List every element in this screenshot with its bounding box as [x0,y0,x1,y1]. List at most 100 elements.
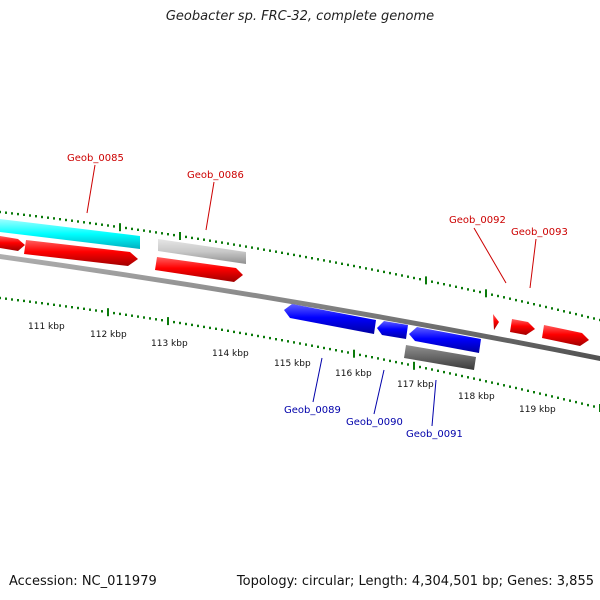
minor-tick [0,210,1,214]
minor-tick [209,326,211,330]
minor-tick [389,359,391,363]
minor-tick [383,270,385,274]
minor-tick [347,351,349,354]
minor-tick [293,253,295,257]
minor-tick [149,230,151,233]
minor-tick [323,346,325,350]
minor-tick [521,300,523,303]
label-leader-line [312,357,323,403]
minor-tick [0,296,1,300]
minor-tick [335,261,337,264]
minor-tick [527,301,529,304]
minor-tick [11,212,13,215]
minor-tick [233,243,235,246]
minor-tick [485,380,487,383]
minor-tick [89,221,91,225]
minor-tick [17,299,19,302]
minor-tick [503,384,505,387]
minor-tick [251,246,253,249]
minor-tick [497,382,499,386]
gene-label-geob-0091[interactable]: Geob_0091 [406,429,463,440]
kbp-label: 111 kbp [28,322,65,332]
minor-tick [125,226,127,230]
minor-tick [221,241,223,244]
kbp-label: 117 kbp [397,380,434,390]
minor-tick [269,336,271,340]
minor-tick [173,233,175,237]
gene-label-geob-0089[interactable]: Geob_0089 [284,405,341,416]
gene-arrow-forward[interactable] [24,240,138,266]
outer-tick-track [0,210,600,322]
minor-tick [371,356,373,359]
minor-tick [467,376,469,379]
minor-tick [317,258,319,261]
genome-backbone [0,254,600,361]
minor-tick [71,219,73,222]
minor-tick [239,331,241,335]
minor-tick [377,269,379,272]
gene-arrow-forward[interactable] [0,236,25,251]
minor-tick [575,312,577,316]
minor-tick [161,232,163,235]
minor-tick [47,216,49,219]
minor-tick [257,334,259,338]
minor-tick [461,374,463,378]
minor-tick [263,335,265,339]
minor-tick [149,317,151,320]
minor-tick [197,237,199,240]
minor-tick [71,306,73,309]
minor-tick [131,227,133,231]
gene-label-geob-0085[interactable]: Geob_0085 [67,153,124,164]
minor-tick [191,323,193,327]
minor-tick [479,378,481,382]
minor-tick [323,259,325,262]
minor-tick [59,218,61,221]
minor-tick [581,402,583,405]
major-tick [425,276,427,285]
minor-tick [293,341,295,344]
gene-feature-cyan[interactable] [0,219,140,249]
gene-arrow-forward[interactable] [542,325,589,346]
gene-feature-dark[interactable] [404,345,476,370]
gene-arrow-forward[interactable] [493,314,499,330]
label-leader-line [473,227,507,284]
gene-label-geob-0090[interactable]: Geob_0090 [346,417,403,428]
minor-tick [191,236,193,240]
gene-feature-grey[interactable] [158,239,246,264]
minor-tick [557,308,559,311]
minor-tick [287,252,289,256]
kbp-label: 115 kbp [274,359,311,369]
minor-tick [515,298,517,302]
minor-tick [341,350,343,353]
minor-tick [59,304,61,307]
minor-tick [401,274,403,277]
minor-tick [527,389,529,392]
minor-tick [17,212,19,216]
gene-arrow-reverse[interactable] [377,321,408,339]
minor-tick [173,320,175,324]
gene-arrow-forward[interactable] [155,257,243,282]
accession-text: Accession: NC_011979 [9,574,157,589]
minor-tick [23,299,25,303]
genome-summary-text: Topology: circular; Length: 4,304,501 bp… [236,574,594,589]
gene-arrow-reverse[interactable] [284,304,376,334]
minor-tick [125,313,127,316]
gene-label-geob-0086[interactable]: Geob_0086 [187,170,244,181]
minor-tick [347,263,349,267]
gene-arrow-forward[interactable] [510,319,535,335]
gene-arrow-reverse[interactable] [409,327,481,353]
minor-tick [407,275,409,278]
minor-tick [29,300,31,303]
minor-tick [23,213,25,216]
inner-tick-track [0,296,600,412]
major-tick [119,223,121,232]
minor-tick [35,301,37,304]
minor-tick [161,319,163,322]
minor-tick [251,333,253,337]
minor-tick [431,368,433,371]
major-tick [179,232,181,240]
minor-tick [449,372,451,375]
gene-label-geob-0093[interactable]: Geob_0093 [511,227,568,238]
gene-label-geob-0092[interactable]: Geob_0092 [449,215,506,226]
kbp-label: 112 kbp [90,330,127,340]
